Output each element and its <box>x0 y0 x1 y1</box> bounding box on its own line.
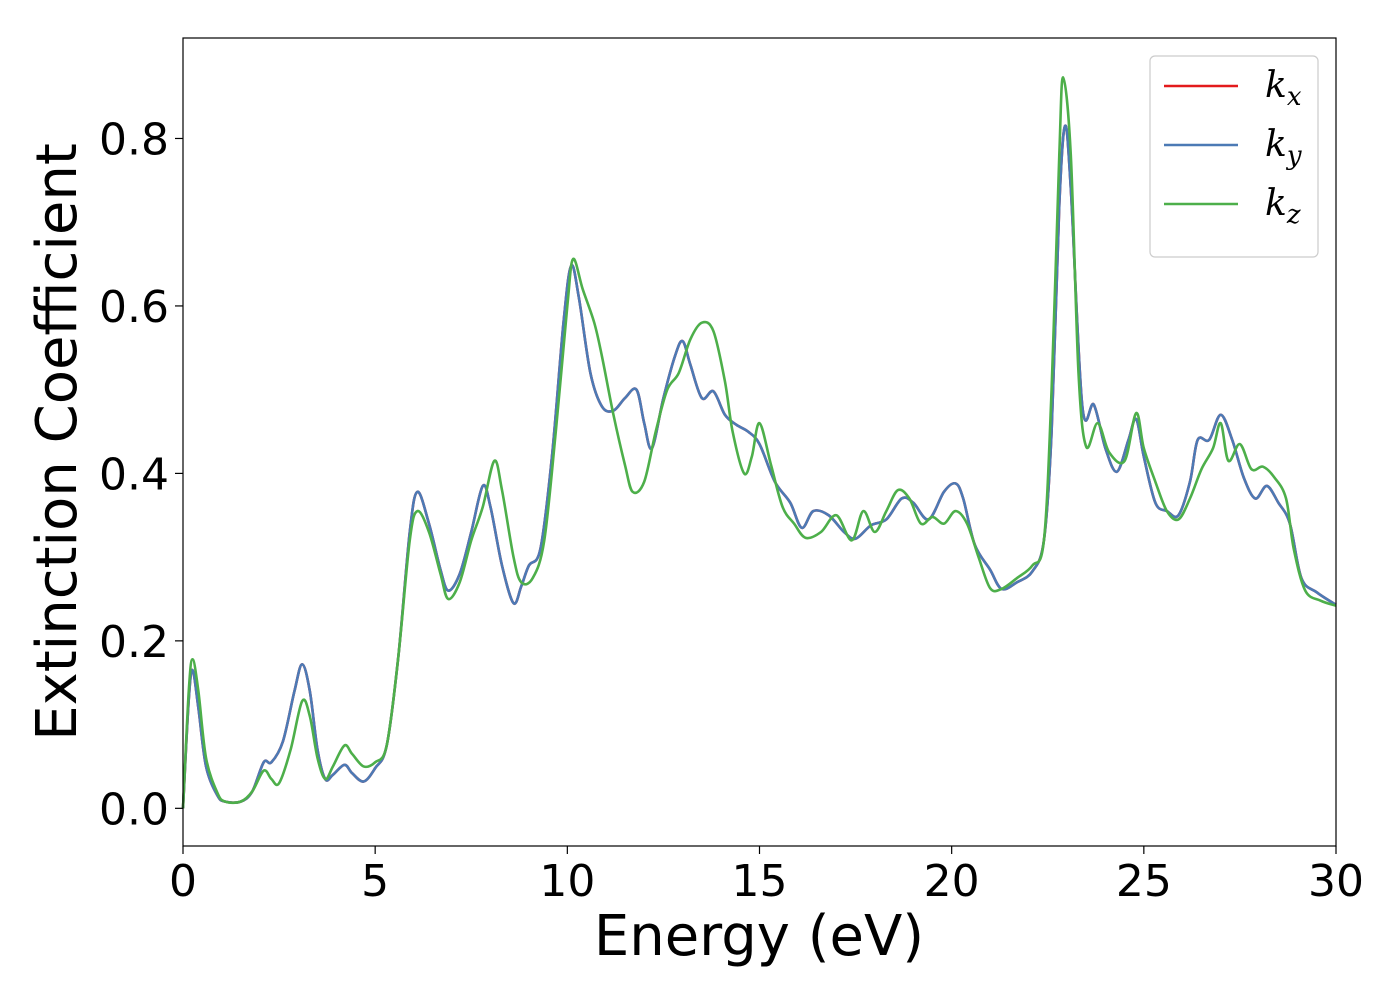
x-axis: 0 5 10 15 20 25 30 <box>169 846 1364 907</box>
x-tick-label: 25 <box>1116 856 1172 907</box>
y-axis-label: Extinction Coefficient <box>25 143 90 741</box>
series-line-y <box>181 124 1337 809</box>
x-tick-label: 20 <box>924 856 980 907</box>
x-tick-label: 0 <box>169 856 197 907</box>
x-tick-label: 15 <box>732 856 788 907</box>
y-tick-label: 0.0 <box>99 784 169 835</box>
y-tick-label: 0.8 <box>99 114 169 165</box>
legend-box <box>1149 55 1319 258</box>
y-tick-label: 0.4 <box>99 449 169 500</box>
legend-label-y: ky <box>1265 124 1302 171</box>
legend: kx ky kz <box>1149 55 1319 258</box>
legend-label-x: kx <box>1265 65 1302 112</box>
x-axis-label: Energy (eV) <box>594 904 924 969</box>
y-tick-label: 0.2 <box>99 617 169 668</box>
y-tick-label: 0.6 <box>99 282 169 333</box>
y-axis: 0.0 0.2 0.4 0.6 0.8 <box>99 114 183 835</box>
x-tick-label: 30 <box>1308 856 1364 907</box>
series-layer <box>181 76 1337 809</box>
x-tick-label: 5 <box>361 856 389 907</box>
legend-label-z: kz <box>1265 183 1301 230</box>
series-line-z <box>181 76 1337 809</box>
x-tick-label: 10 <box>539 856 595 907</box>
